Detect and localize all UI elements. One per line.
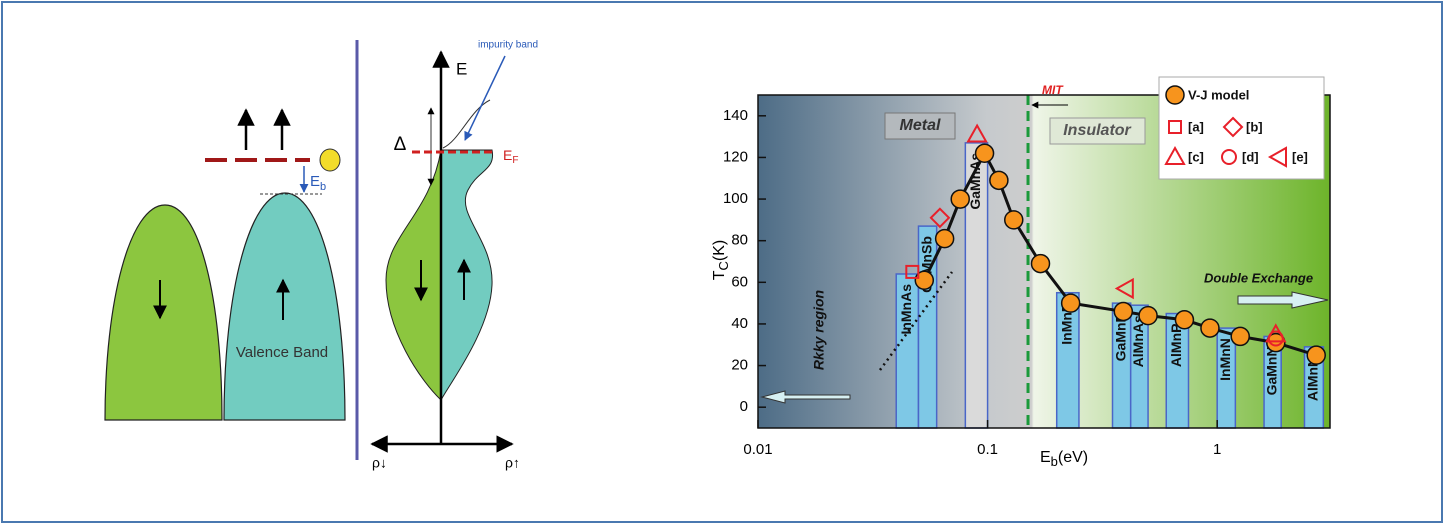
y-axis-label: (K) xyxy=(711,240,728,261)
legend-label: [b] xyxy=(1246,119,1263,134)
point xyxy=(951,190,969,208)
y-axis-label: T xyxy=(711,270,728,280)
bar-label: AlMnP xyxy=(1168,324,1184,368)
legend-label: [a] xyxy=(1188,119,1204,134)
figure: Valence Band Eb E Δ EF impurity band ρ↓ … xyxy=(0,0,1444,524)
annotation: Rkky region xyxy=(811,290,827,370)
point xyxy=(1307,346,1325,364)
point xyxy=(1139,307,1157,325)
legend-label: V-J model xyxy=(1188,87,1249,102)
y-tick-label: 120 xyxy=(723,148,748,165)
x-tick-label: 0.1 xyxy=(977,441,998,458)
point xyxy=(976,144,994,162)
label: ρ↓ xyxy=(372,455,387,471)
label: E xyxy=(310,173,320,190)
y-tick-label: 140 xyxy=(723,107,748,124)
point xyxy=(1114,302,1132,320)
y-tick-label: 40 xyxy=(731,315,748,332)
x-axis-label: b xyxy=(1051,454,1058,469)
x-axis-label: (eV) xyxy=(1058,449,1088,466)
point xyxy=(936,230,954,248)
point xyxy=(1175,311,1193,329)
legend-label: [d] xyxy=(1242,149,1259,164)
x-axis-label: E xyxy=(1040,449,1051,466)
x-tick-label: 1 xyxy=(1213,441,1221,458)
point xyxy=(1166,86,1184,104)
label: F xyxy=(512,155,518,166)
point xyxy=(1032,255,1050,273)
y-tick-label: 100 xyxy=(723,190,748,207)
annotation: Double Exchange xyxy=(1204,270,1313,285)
label: E xyxy=(503,147,512,163)
label: Valence Band xyxy=(236,344,328,361)
point xyxy=(1201,319,1219,337)
y-axis-label: C xyxy=(716,261,731,270)
legend-label: [e] xyxy=(1292,149,1308,164)
point xyxy=(1231,327,1249,345)
annotation: Metal xyxy=(900,117,941,134)
bar-label: InMnAs xyxy=(898,284,914,335)
y-tick-label: 0 xyxy=(740,398,748,415)
point xyxy=(990,171,1008,189)
y-tick-label: 20 xyxy=(731,357,748,374)
point xyxy=(1005,211,1023,229)
label: ρ↑ xyxy=(505,455,520,471)
point xyxy=(1062,294,1080,312)
y-tick-label: 60 xyxy=(731,273,748,290)
label: E xyxy=(456,59,467,78)
x-tick-label: 0.01 xyxy=(743,441,772,458)
label: Δ xyxy=(394,134,407,155)
annotation: Insulator xyxy=(1063,122,1131,139)
hole xyxy=(320,149,340,171)
bar-label: InMnN xyxy=(1217,338,1233,381)
label: b xyxy=(320,181,326,193)
y-tick-label: 80 xyxy=(731,232,748,249)
legend-label: [c] xyxy=(1188,149,1204,164)
bar-label: GaMnN xyxy=(1263,346,1279,395)
label: impurity band xyxy=(478,40,538,51)
